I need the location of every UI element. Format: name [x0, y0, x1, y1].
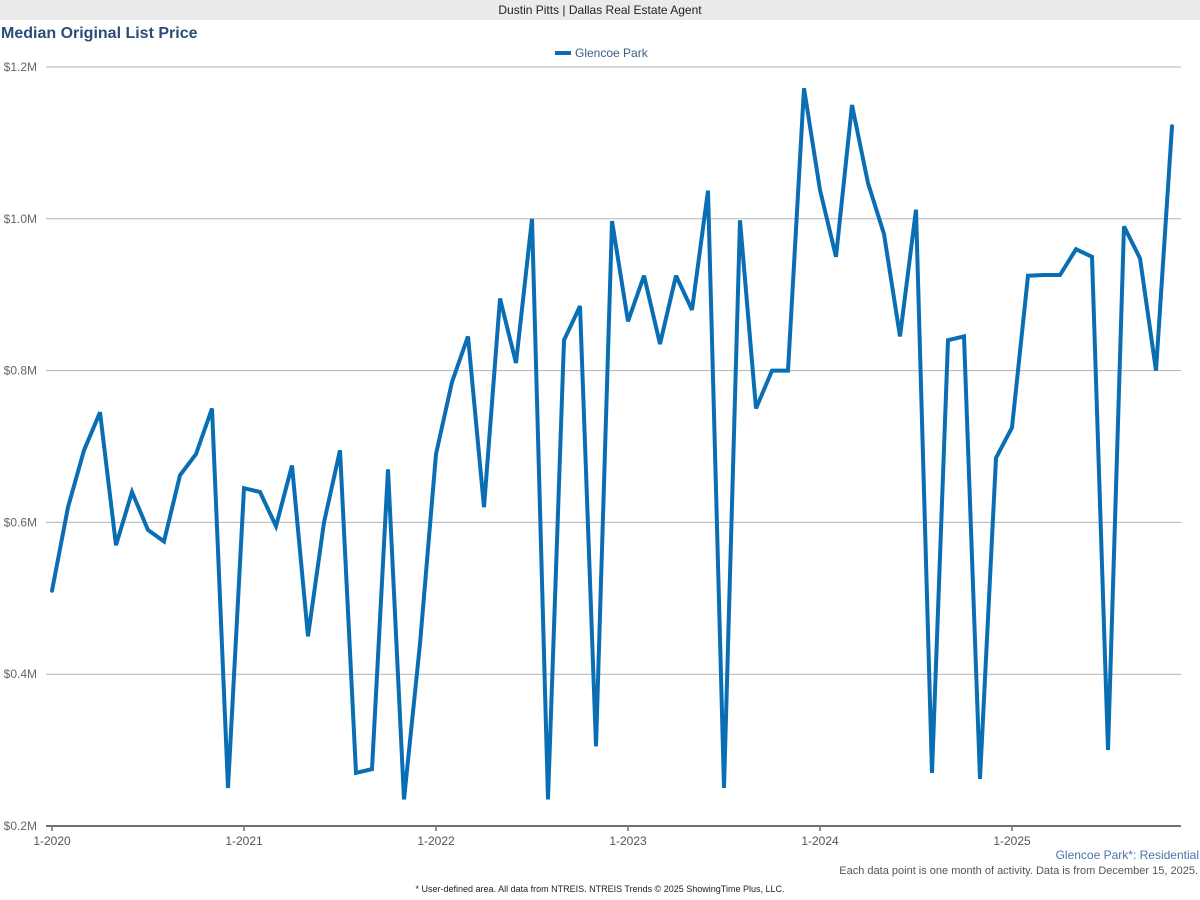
x-tick-label: 1-2025: [993, 834, 1031, 848]
x-tick-label: 1-2023: [609, 834, 647, 848]
x-tick-label: 1-2021: [225, 834, 263, 848]
footer-credit: * User-defined area. All data from NTREI…: [415, 884, 785, 894]
y-tick-label: $1.0M: [4, 212, 37, 226]
area-label: Glencoe Park*: Residential: [1055, 848, 1199, 862]
x-tick-label: 1-2022: [417, 834, 455, 848]
y-tick-label: $0.6M: [4, 515, 37, 529]
y-tick-label: $0.8M: [4, 364, 37, 378]
legend-label: Glencoe Park: [575, 46, 648, 60]
legend-swatch-icon: [555, 51, 571, 55]
chart-title: Median Original List Price: [1, 25, 198, 42]
legend[interactable]: Glencoe Park: [555, 46, 648, 60]
x-tick-label: 1-2020: [33, 834, 71, 848]
series-line[interactable]: [50, 87, 1174, 800]
agent-name: Dustin Pitts | Dallas Real Estate Agent: [498, 3, 702, 17]
x-tick-label: 1-2024: [801, 834, 839, 848]
data-note: Each data point is one month of activity…: [839, 865, 1198, 877]
y-tick-label: $1.2M: [4, 60, 37, 74]
y-tick-label: $0.2M: [4, 819, 37, 833]
header-bar: Dustin Pitts | Dallas Real Estate Agent: [0, 0, 1200, 20]
y-tick-label: $0.4M: [4, 667, 37, 681]
